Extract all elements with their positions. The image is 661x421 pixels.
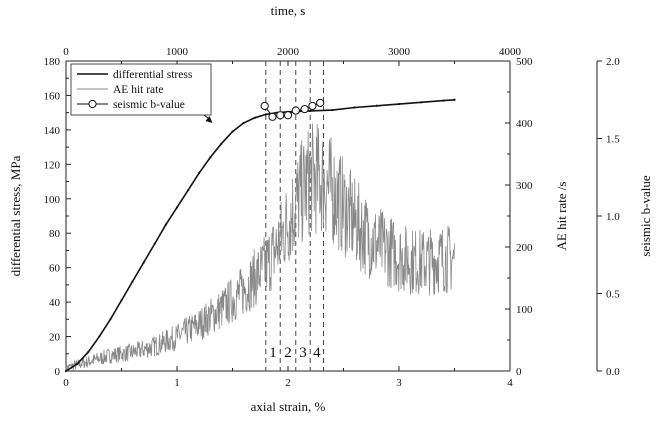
stress-point [209,156,212,159]
legend-label: AE hit rate [113,84,163,96]
phase-label: 2 [284,345,292,361]
x-tick-label: 3 [396,377,402,389]
stress-point [76,363,79,366]
phase-label: 4 [313,345,321,361]
y-right1-tick-label: 0 [516,366,522,378]
phase-label: 1 [269,345,277,361]
b-value-point [268,112,277,121]
y-right1-axis-title: AE hit rate /s [554,182,569,251]
y-right1-tick-label: 300 [516,180,533,192]
stress-point [264,113,267,116]
y-right2-tick-label: 1.0 [606,211,620,223]
stress-point [242,121,245,125]
differential-stress-line [65,99,455,372]
y-left-tick-label: 100 [44,194,61,206]
y-right2-tick-label: 0.5 [606,289,620,301]
stress-point [175,206,179,209]
y-left-tick-label: 80 [49,228,61,240]
legend-swatch-bvalue-marker [88,99,97,109]
stress-point [375,104,378,107]
stress-point [220,142,223,145]
y-right1-tick-label: 200 [516,242,533,254]
stress-point [64,369,68,373]
stress-point [131,280,134,283]
stress-point [442,99,445,102]
stress-point [98,335,101,338]
y-right2-tick-label: 0.0 [606,366,620,378]
b-value-point [276,111,285,120]
legend-label: differential stress [113,69,193,81]
y-left-tick-label: 120 [44,159,61,171]
stress-point [309,109,312,113]
y-left-tick-label: 180 [44,56,61,68]
b-value-point [260,101,269,111]
stress-point [109,318,112,321]
stress-point [231,130,234,133]
stress-point [164,223,167,226]
y-right1-tick-label: 400 [516,118,533,130]
top-tick-label: 0 [63,46,69,58]
y-left-tick-label: 140 [44,125,61,137]
x-tick-label: 0 [63,377,69,389]
y-left-axis-title: differential stress, MPa [8,155,23,276]
series-layer [64,98,456,373]
phase-label: 3 [299,345,307,361]
stress-point [453,98,456,101]
b-value-point [316,98,325,107]
stress-point [187,189,190,192]
y-left-tick-label: 40 [49,297,61,309]
top-axis-title: time, s [271,3,306,18]
stress-point [153,242,156,245]
y-left-tick-label: 0 [55,366,61,378]
top-tick-label: 1000 [166,46,189,58]
stress-point [353,106,356,109]
stress-point [198,171,201,175]
b-value-point [291,106,300,115]
annotation-arrowhead [205,116,213,123]
y-left-tick-label: 60 [49,263,61,275]
legend: differential stress AE hit rate seismic b-… [70,63,212,116]
b-value-point [308,101,317,111]
stress-point [397,102,401,106]
y-left-tick-label: 20 [49,332,61,344]
stress-point [331,108,334,112]
y-right2-tick-label: 2.0 [606,56,620,68]
y-right1-tick-label: 100 [516,304,533,316]
top-tick-label: 3000 [388,46,411,58]
stress-point [253,116,256,119]
top-tick-label: 4000 [499,46,522,58]
x-tick-label: 2 [285,377,291,389]
labels: time, s axial strain, % differential stres… [8,3,653,414]
x-tick-label: 1 [174,377,180,389]
y-right2-axis-title: seismic b-value [638,175,653,256]
y-right1-tick-label: 500 [516,56,533,68]
x-axis-title: axial strain, % [251,399,326,414]
axes: 0 1 2 3 40 1000 2000 3000 4000020406080100120140… [44,46,621,389]
y-left-tick-label: 160 [44,90,61,102]
b-value-point [283,111,293,120]
b-value-point [300,104,309,114]
y-right2-tick-label: 1.5 [606,134,620,146]
legend-label: seismic b-value [113,99,185,111]
top-tick-label: 2000 [277,46,300,58]
stress-point [120,299,123,302]
ae-hit-rate-line [65,123,455,372]
stress-point [87,350,90,354]
stress-point [420,101,423,104]
x-tick-label: 4 [507,377,513,389]
stress-point [142,261,145,264]
